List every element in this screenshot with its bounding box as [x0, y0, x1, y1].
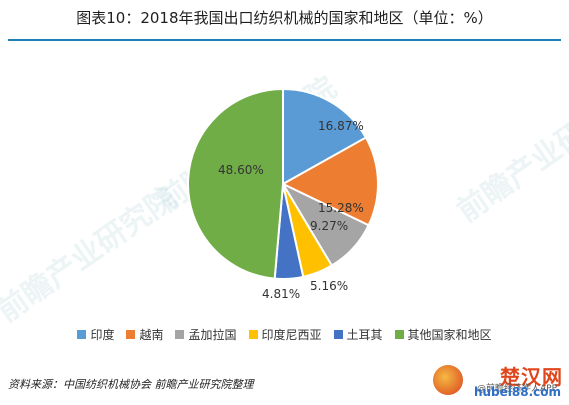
legend-label: 越南: [139, 327, 164, 342]
legend-item-turkey: 土耳其: [333, 326, 383, 343]
legend-item-others: 其他国家和地区: [394, 326, 492, 343]
data-label-vietnam: 15.28%: [318, 201, 364, 215]
legend-swatch: [126, 329, 136, 339]
pie-svg: 16.87% 15.28% 9.27% 5.16% 4.81% 48.60%: [187, 87, 379, 301]
data-label-bangladesh: 9.27%: [310, 219, 348, 233]
pie-slice-india: [282, 87, 368, 186]
title-divider: [8, 39, 561, 41]
legend-item-vietnam: 越南: [126, 326, 163, 343]
legend-swatch: [77, 329, 87, 339]
stamp-main-text: 楚汉网: [500, 365, 563, 389]
legend-item-india: 印度: [77, 326, 114, 343]
stamp-url-text: hubei88.com: [473, 385, 561, 399]
data-label-others: 48.60%: [218, 163, 264, 177]
legend-item-indonesia: 印度尼西亚: [248, 326, 322, 343]
data-label-turkey: 4.81%: [262, 287, 300, 301]
chart-title: 图表10：2018年我国出口纺织机械的国家和地区（单位：%）: [76, 9, 493, 27]
legend-label: 孟加拉国: [188, 327, 237, 342]
data-label-indonesia: 5.16%: [310, 279, 348, 293]
legend-swatch: [175, 329, 185, 339]
pie-slice-vietnam: [280, 136, 379, 227]
legend-label: 印度: [90, 327, 115, 342]
legend: 印度 越南 孟加拉国 印度尼西亚 土耳其 其他国家和地区: [0, 324, 569, 344]
legend-label: 其他国家和地区: [407, 327, 492, 342]
pie-slice-others: [187, 87, 284, 280]
legend-swatch: [248, 329, 258, 339]
data-label-india: 16.87%: [318, 119, 364, 133]
legend-label: 土耳其: [346, 327, 383, 342]
legend-swatch: [394, 329, 404, 339]
legend-swatch: [333, 329, 343, 339]
pie-chart: 16.87% 15.28% 9.27% 5.16% 4.81% 48.60%: [0, 44, 569, 362]
stamp-app-text: @前瞻经济学人APP: [476, 384, 557, 394]
legend-label: 印度尼西亚: [261, 327, 322, 342]
stamp-logo-icon: [433, 365, 463, 395]
legend-item-bangladesh: 孟加拉国: [175, 326, 237, 343]
site-stamp: 楚汉网 @前瞻经济学人APP hubei88.com: [433, 361, 563, 401]
source-note: 资料来源：中国纺织机械协会 前瞻产业研究院整理: [8, 378, 254, 391]
